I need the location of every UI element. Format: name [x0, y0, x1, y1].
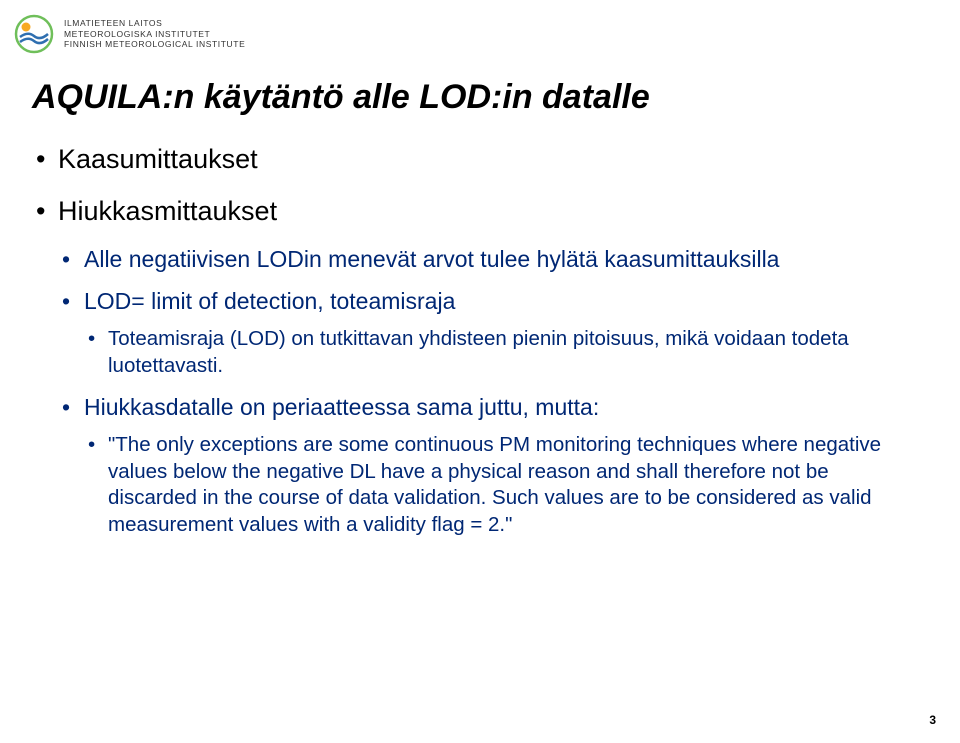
list-item: Alle negatiivisen LODin menevät arvot tu…: [58, 245, 920, 274]
logo-text: ILMATIETEEN LAITOS METEOROLOGISKA INSTIT…: [64, 18, 245, 50]
bullet-text: Toteamisraja (LOD) on tutkittavan yhdist…: [108, 327, 849, 377]
list-item: LOD= limit of detection, toteamisraja To…: [58, 287, 920, 379]
bullet-text: Kaasumittaukset: [58, 144, 258, 174]
bullet-text: Alle negatiivisen LODin menevät arvot tu…: [84, 246, 779, 272]
list-item: Toteamisraja (LOD) on tutkittavan yhdist…: [84, 326, 920, 379]
list-item: Hiukkasmittaukset Alle negatiivisen LODi…: [32, 195, 920, 539]
logo-line-2: METEOROLOGISKA INSTITUTET: [64, 29, 245, 40]
bullet-text: Hiukkasmittaukset: [58, 196, 277, 226]
slide-content: AQUILA:n käytäntö alle LOD:in datalle Ka…: [32, 78, 920, 557]
list-item: Hiukkasdatalle on periaatteessa sama jut…: [58, 393, 920, 538]
bullet-text: LOD= limit of detection, toteamisraja: [84, 288, 455, 314]
list-item: "The only exceptions are some continuous…: [84, 432, 920, 539]
logo: ILMATIETEEN LAITOS METEOROLOGISKA INSTIT…: [14, 14, 245, 54]
logo-line-3: FINNISH METEOROLOGICAL INSTITUTE: [64, 39, 245, 50]
bullet-list-lvl3: Toteamisraja (LOD) on tutkittavan yhdist…: [84, 326, 920, 379]
page-number: 3: [929, 713, 936, 727]
bullet-list-lvl1: Kaasumittaukset Hiukkasmittaukset Alle n…: [32, 143, 920, 539]
slide: ILMATIETEEN LAITOS METEOROLOGISKA INSTIT…: [0, 0, 960, 743]
bullet-list-lvl2: Alle negatiivisen LODin menevät arvot tu…: [58, 245, 920, 539]
logo-line-1: ILMATIETEEN LAITOS: [64, 18, 245, 29]
bullet-text: "The only exceptions are some continuous…: [108, 433, 881, 536]
bullet-list-lvl3: "The only exceptions are some continuous…: [84, 432, 920, 539]
bullet-text: Hiukkasdatalle on periaatteessa sama jut…: [84, 394, 599, 420]
slide-title: AQUILA:n käytäntö alle LOD:in datalle: [32, 78, 920, 117]
fmi-logo-icon: [14, 14, 54, 54]
list-item: Kaasumittaukset: [32, 143, 920, 177]
